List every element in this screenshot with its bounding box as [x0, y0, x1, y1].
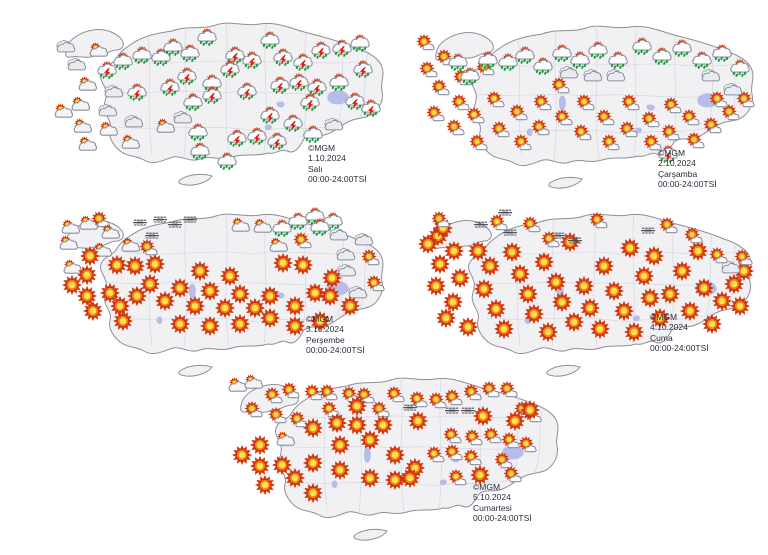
- partly-cloudy-icon: [74, 118, 91, 132]
- sun-icon: [250, 435, 270, 455]
- sun-icon: [83, 301, 103, 321]
- hours-text: 00:00-24:00TSİ: [658, 179, 717, 190]
- partly-cloudy-icon: [229, 377, 246, 391]
- sun-icon: [77, 286, 97, 306]
- fog-icon: [497, 209, 513, 216]
- map-label: ©MGM 4.10.2024 Cuma 00:00-24:00TSİ: [650, 312, 709, 353]
- partly-cloudy-icon: [245, 374, 262, 388]
- sun-with-small-cloud-icon: [451, 94, 469, 110]
- hours-text: 00:00-24:00TSİ: [650, 343, 709, 354]
- sun-icon: [426, 276, 446, 296]
- sun-with-small-cloud-icon: [446, 119, 464, 135]
- sun-with-small-cloud-icon: [416, 34, 434, 50]
- copyright-text: ©MGM: [658, 148, 686, 158]
- cloud-icon: [355, 233, 373, 244]
- map-label: ©MGM 3.10.2024 Perşembe 00:00-24:00TSİ: [306, 314, 365, 355]
- map-label: ©MGM 5.10.2024 Cumartesi 00:00-24:00TSİ: [473, 482, 532, 523]
- map-label: ©MGM 1.10.2024 Salı 00:00-24:00TSİ: [308, 143, 367, 184]
- partly-cloudy-icon: [79, 136, 96, 150]
- sun-icon: [430, 254, 450, 274]
- partly-cloudy-icon: [64, 259, 81, 273]
- sun-with-small-cloud-icon: [431, 211, 449, 227]
- forecast-map-day-4: ©MGM 4.10.2024 Cuma 00:00-24:00TSİ: [398, 196, 758, 391]
- partly-cloudy-icon: [79, 76, 96, 90]
- turkey-map: [205, 360, 559, 541]
- date-text: 5.10.2024: [473, 492, 511, 503]
- forecast-map-day-1: ©MGM 1.10.2024 Salı 00:00-24:00TSİ: [30, 5, 390, 200]
- copyright-text: ©MGM: [306, 314, 334, 324]
- date-text: 4.10.2024: [650, 322, 688, 333]
- sun-with-small-cloud-icon: [304, 384, 322, 400]
- sun-with-small-cloud-icon: [489, 214, 507, 230]
- copyright-text: ©MGM: [650, 312, 678, 322]
- day-name-text: Çarşamba: [658, 168, 698, 179]
- map-label: ©MGM 2.10.2024 Çarşamba 00:00-24:00TSİ: [658, 148, 717, 189]
- sun-icon: [62, 275, 82, 295]
- sun-icon: [232, 445, 252, 465]
- sun-icon: [450, 268, 470, 288]
- fog-icon: [132, 219, 148, 226]
- hours-text: 00:00-24:00TSİ: [473, 513, 532, 524]
- date-text: 3.10.2024: [306, 324, 344, 335]
- day-name-text: Cuma: [650, 332, 673, 343]
- day-name-text: Perşembe: [306, 334, 345, 345]
- rain-shower-icon: [351, 34, 369, 52]
- cloud-icon: [330, 228, 348, 239]
- date-text: 2.10.2024: [658, 158, 696, 169]
- sun-icon: [458, 317, 478, 337]
- fog-icon: [152, 216, 168, 223]
- partly-cloudy-icon: [72, 96, 89, 110]
- partly-cloudy-icon: [55, 103, 72, 117]
- day-name-text: Salı: [308, 163, 323, 174]
- sun-with-small-cloud-icon: [426, 105, 444, 121]
- forecast-map-day-2: ©MGM 2.10.2024 Çarşamba 00:00-24:00TSİ: [400, 8, 760, 203]
- sun-with-small-cloud-icon: [419, 61, 437, 77]
- hours-text: 00:00-24:00TSİ: [308, 174, 367, 185]
- date-text: 1.10.2024: [308, 153, 346, 164]
- day-name-text: Cumartesi: [473, 502, 512, 513]
- sun-icon: [255, 475, 275, 495]
- partly-cloudy-icon: [62, 219, 79, 233]
- sun-with-small-cloud-icon: [431, 79, 449, 95]
- forecast-map-day-5: ©MGM 5.10.2024 Cumartesi 00:00-24:00TSİ: [205, 360, 565, 555]
- copyright-text: ©MGM: [473, 482, 501, 492]
- forecast-map-day-3: ©MGM 3.10.2024 Perşembe 00:00-24:00TSİ: [30, 196, 390, 391]
- copyright-text: ©MGM: [308, 143, 336, 153]
- hours-text: 00:00-24:00TSİ: [306, 345, 365, 356]
- sun-icon: [250, 456, 270, 476]
- cloud-icon: [68, 58, 86, 69]
